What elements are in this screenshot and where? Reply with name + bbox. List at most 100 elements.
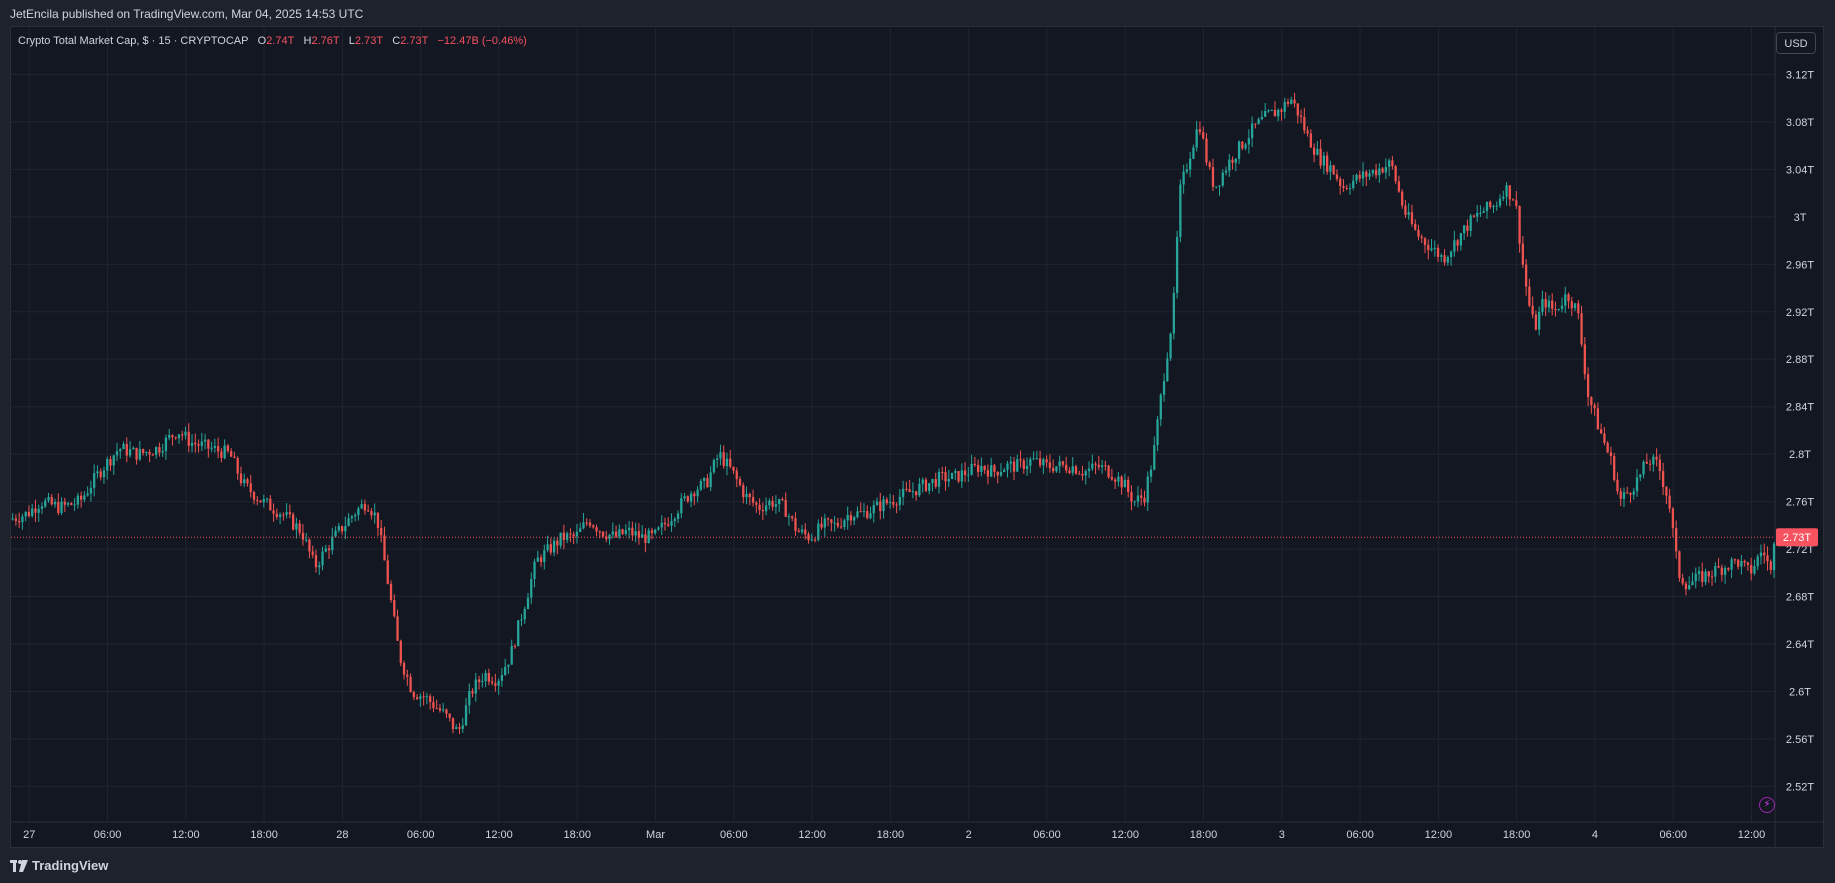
candle-body (1459, 233, 1463, 246)
candle-body (1130, 491, 1133, 502)
candle-body (1586, 374, 1590, 398)
candle-body (970, 463, 973, 475)
candle-body (735, 470, 738, 480)
candle-body (1179, 184, 1182, 238)
candle-body (1655, 456, 1658, 460)
candle-body (1609, 452, 1613, 457)
candle-body (663, 522, 667, 525)
candle-body (1012, 461, 1016, 472)
candle-body (47, 497, 50, 501)
candle-body (1326, 155, 1329, 172)
candle-body (957, 471, 960, 482)
candle-body (1270, 109, 1273, 111)
candle-body (1189, 158, 1192, 170)
candle-body (1052, 467, 1055, 472)
candle-body (1247, 138, 1251, 145)
candle-body (725, 458, 729, 467)
candle-body (31, 508, 34, 517)
y-tick-label: 2.76T (1786, 497, 1814, 509)
candle-body (866, 511, 869, 519)
candle-body (1234, 158, 1237, 163)
candle-body (1560, 305, 1564, 309)
candle-body (1110, 477, 1114, 480)
candle-body (993, 465, 996, 472)
tradingview-logo[interactable]: TradingView (10, 858, 108, 873)
candle-body (1378, 168, 1381, 176)
candle-body (308, 539, 311, 552)
y-tick-label: 2.64T (1786, 639, 1814, 651)
candle-body (1068, 470, 1071, 473)
candle-body (468, 691, 471, 706)
candle-body (738, 479, 742, 486)
candle-body (791, 516, 794, 519)
candle-body (862, 511, 866, 513)
candle-body (601, 531, 605, 537)
candle-body (722, 452, 725, 467)
candle-body (239, 473, 243, 484)
candle-body (1567, 294, 1570, 302)
chart-pane[interactable] (10, 26, 1824, 848)
currency-button[interactable]: USD (1776, 32, 1816, 54)
candle-body (569, 533, 572, 535)
candle-body (497, 680, 500, 686)
candle-body (79, 495, 83, 500)
lightning-icon[interactable]: ⚡ (1759, 797, 1775, 813)
candle-body (115, 451, 119, 456)
candle-body (539, 557, 543, 563)
candle-body (1645, 461, 1648, 464)
low-label: L (348, 35, 355, 47)
candle-body (667, 524, 670, 526)
y-tick-label: 2.6T (1789, 686, 1811, 698)
candle-body (1149, 469, 1153, 477)
candle-body (751, 497, 755, 503)
candle-body (1717, 566, 1720, 568)
candle-body (566, 533, 569, 540)
candle-body (389, 583, 393, 601)
candle-body (337, 526, 340, 531)
candle-body (1205, 138, 1208, 163)
candle-body (141, 449, 145, 453)
candle-body (464, 705, 468, 726)
candle-body (944, 472, 947, 482)
candle-body (843, 520, 846, 527)
y-tick-label: 3.12T (1786, 69, 1814, 81)
candle-body (1136, 495, 1140, 502)
candle-body (1339, 178, 1342, 186)
x-tick-label: 27 (23, 829, 35, 841)
candle-body (1675, 528, 1678, 552)
candle-body (683, 496, 686, 499)
candle-body (520, 619, 523, 621)
candle-body (1420, 236, 1423, 239)
low-value: 2.73T (354, 35, 384, 47)
candle-body (11, 518, 14, 520)
candle-body (1260, 116, 1264, 120)
candle-body (233, 456, 236, 459)
candle-body (689, 493, 693, 502)
candle-body (1665, 486, 1668, 496)
candle-body (745, 493, 748, 498)
candle-body (331, 536, 334, 551)
candle-body (575, 531, 579, 537)
candle-body (425, 696, 429, 698)
candle-body (804, 529, 807, 535)
candle-body (321, 551, 324, 566)
candle-body (1564, 294, 1567, 306)
candle-body (1534, 314, 1538, 330)
candle-body (1309, 133, 1312, 148)
candle-body (1557, 308, 1560, 310)
candle-body (872, 505, 875, 514)
candle-body (1489, 201, 1492, 207)
candle-body (702, 477, 706, 481)
candle-body (282, 514, 285, 516)
candle-body (99, 471, 102, 478)
candle-body (360, 504, 363, 509)
candle-body (1541, 298, 1544, 312)
candle-body (654, 529, 657, 534)
candle-body (1003, 469, 1006, 473)
candle-body (419, 696, 422, 700)
candle-body (990, 465, 993, 477)
candle-body (774, 504, 778, 507)
candle-body (125, 443, 128, 456)
candle-body (194, 442, 197, 445)
